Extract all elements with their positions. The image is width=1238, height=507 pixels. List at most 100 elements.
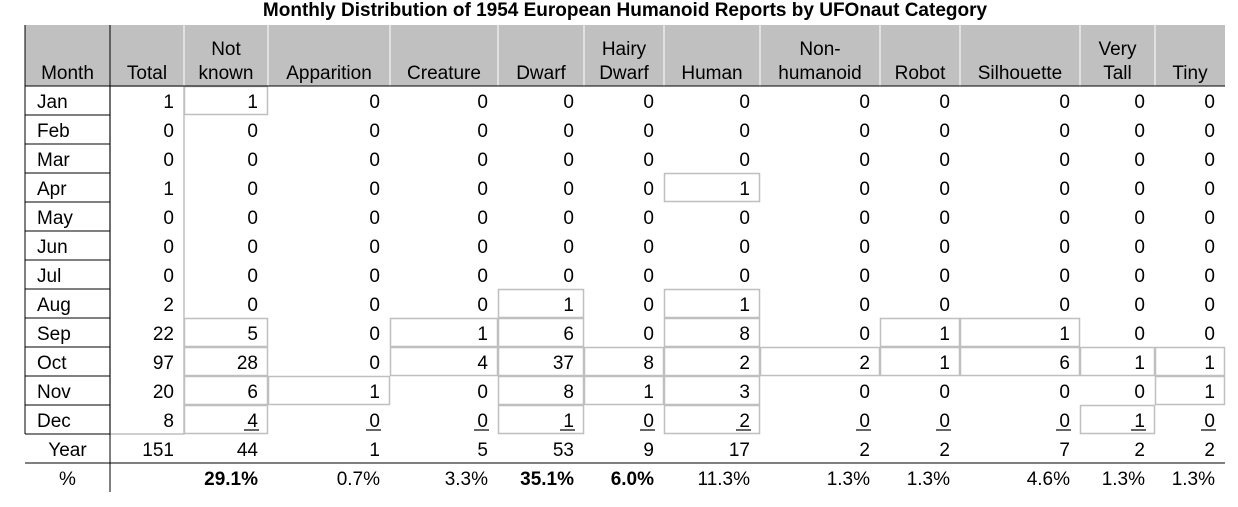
table-cell: 0 — [643, 92, 654, 113]
table-cell: 1 — [1134, 411, 1145, 432]
table-cell: 0 — [1059, 179, 1070, 200]
table-body: Jan 1 1 0 0 0 0 0 0 0 0 0 0 Feb 0 0 0 0 0 0 0 0 0 0 0 0 Mar 0 0 0 0 0 0 0… — [37, 92, 1216, 490]
table-cell: 0 — [1059, 92, 1070, 113]
table-cell: 2 — [739, 353, 750, 374]
table-cell: 9 — [643, 440, 654, 461]
table-cell: 2 — [859, 440, 870, 461]
highlight-box — [663, 375, 761, 406]
table-cell: 0 — [939, 179, 950, 200]
table-cell: 1 — [563, 295, 574, 316]
column-header: Robot — [895, 63, 946, 84]
highlight-box — [497, 317, 585, 348]
table-cell: 0 — [1134, 295, 1145, 316]
table-cell: 0 — [859, 179, 870, 200]
table-cell: 1.3% — [907, 469, 950, 490]
table-cell: 29.1% — [204, 469, 258, 490]
table-cell: 0 — [939, 295, 950, 316]
table-cell: 0 — [477, 92, 488, 113]
table-cell: 0 — [859, 295, 870, 316]
table-cell: 0 — [563, 179, 574, 200]
table-cell: 0 — [643, 150, 654, 171]
table-cell: Sep — [37, 324, 71, 345]
table-cell: 1 — [1204, 382, 1215, 403]
highlight-box — [1079, 346, 1156, 377]
table-cell: 0 — [1134, 237, 1145, 258]
header-fill — [25, 25, 1225, 86]
table-cell: 1 — [939, 324, 950, 345]
table-cell: 0 — [859, 324, 870, 345]
table-cell: 0 — [1059, 121, 1070, 142]
table-cell: 0 — [739, 266, 750, 287]
table-cell: 5 — [477, 440, 488, 461]
table-cell: 0 — [1059, 150, 1070, 171]
column-header: Non- — [799, 39, 840, 60]
table-cell: 0 — [939, 237, 950, 258]
table-cell: 0 — [643, 179, 654, 200]
table-cell: 0 — [369, 353, 380, 374]
table-cell: 0 — [369, 237, 380, 258]
table-cell: 0 — [1134, 92, 1145, 113]
table-cell: 3.3% — [445, 469, 488, 490]
table-cell: 0 — [1204, 324, 1215, 345]
table-cell: 0 — [1134, 382, 1145, 403]
column-header: humanoid — [778, 63, 861, 84]
column-header: Dwarf — [599, 63, 649, 84]
table-cell: 0 — [1204, 150, 1215, 171]
table-cell: 0 — [939, 92, 950, 113]
table-cell: 0 — [369, 266, 380, 287]
table-cell: 0 — [859, 382, 870, 403]
table-cell: 2 — [939, 440, 950, 461]
column-header: Creature — [407, 63, 481, 84]
table-cell: 0 — [1059, 237, 1070, 258]
table-cell: 0 — [739, 150, 750, 171]
table-cell: 0 — [563, 121, 574, 142]
highlight-box — [1079, 404, 1156, 435]
table-cell: 0 — [859, 237, 870, 258]
table-cell: 0 — [939, 382, 950, 403]
table-cell: 6 — [1059, 353, 1070, 374]
table-cell: 0 — [643, 237, 654, 258]
table-cell: 22 — [153, 324, 174, 345]
table-cell: 1.3% — [1172, 469, 1215, 490]
table-cell: 0 — [1204, 179, 1215, 200]
table-cell: 0 — [163, 266, 174, 287]
table-cell: 0 — [859, 92, 870, 113]
table-cell: 0 — [859, 150, 870, 171]
table-cell: 1 — [477, 324, 488, 345]
table-cell: 0 — [369, 411, 380, 432]
table-cell: 0 — [369, 121, 380, 142]
table-cell: 1 — [939, 353, 950, 374]
table-cell: 0.7% — [337, 469, 380, 490]
column-header: known — [199, 63, 254, 84]
table-cell: 0 — [1134, 266, 1145, 287]
table-cell: 17 — [729, 440, 750, 461]
table-cell: 0 — [163, 237, 174, 258]
highlight-box — [389, 346, 499, 377]
table-cell: 0 — [939, 150, 950, 171]
column-header: Month — [41, 63, 94, 84]
table-cell: 1 — [1059, 324, 1070, 345]
column-header: Apparition — [286, 63, 372, 84]
table-cell: 0 — [1204, 295, 1215, 316]
table-cell: 7 — [1059, 440, 1070, 461]
highlight-box — [497, 288, 585, 319]
highlight-box — [497, 375, 585, 406]
table-cell: Oct — [37, 353, 67, 374]
table-cell: 0 — [1204, 121, 1215, 142]
highlight-boxes — [109, 85, 1226, 435]
table-gridlines — [24, 25, 1225, 492]
table-cell: 0 — [939, 121, 950, 142]
table-cell: 0 — [477, 295, 488, 316]
table-cell: 1 — [1134, 353, 1145, 374]
chart-title: Monthly Distribution of 1954 European Hu… — [262, 0, 988, 21]
table-cell: 0 — [1134, 208, 1145, 229]
column-header: Not — [211, 39, 241, 60]
table-cell: 0 — [643, 324, 654, 345]
table-cell: 2 — [1134, 440, 1145, 461]
table-cell: 0 — [1059, 411, 1070, 432]
table-cell: 0 — [1204, 411, 1215, 432]
table-cell: 0 — [643, 266, 654, 287]
table-cell: 0 — [859, 208, 870, 229]
highlight-box — [879, 346, 961, 377]
table-cell: 0 — [1059, 208, 1070, 229]
